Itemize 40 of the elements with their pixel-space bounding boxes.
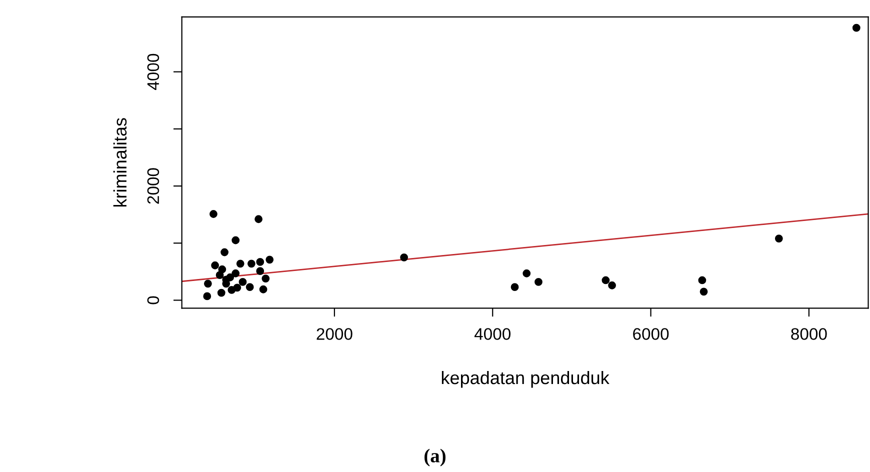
point [238, 278, 247, 286]
point [608, 281, 616, 290]
point [400, 253, 408, 262]
point [510, 283, 519, 292]
point [203, 292, 212, 300]
text: (a) [424, 448, 446, 466]
point [247, 260, 256, 268]
x-tick-label: 6000 [633, 328, 669, 340]
y-axis-title: kriminalitas [113, 118, 127, 207]
point [210, 210, 218, 218]
x-tick-label: 8000 [791, 328, 827, 340]
point [217, 288, 226, 297]
x-tick-label: 4000 [474, 328, 511, 340]
point [232, 236, 240, 244]
point [700, 288, 708, 296]
point [266, 256, 274, 264]
point [204, 280, 212, 288]
point [774, 234, 783, 242]
point [534, 278, 542, 286]
point [236, 260, 244, 268]
point [211, 261, 219, 270]
point [522, 269, 531, 278]
point [216, 271, 224, 280]
point [262, 274, 270, 282]
point [256, 258, 264, 266]
point [602, 276, 610, 284]
point [698, 276, 706, 284]
point [254, 215, 262, 224]
point [246, 283, 254, 292]
point [259, 285, 268, 294]
y-tick-label: 4000 [147, 54, 160, 90]
point [228, 286, 236, 294]
x-tick-label: 2000 [316, 328, 352, 340]
point [256, 267, 264, 276]
y-tick-label: 2000 [147, 168, 160, 204]
y-tick-label: 0 [147, 296, 160, 304]
point [232, 269, 240, 278]
x-axis-title: kepadatan penduduk [442, 370, 610, 388]
point [852, 24, 860, 32]
point [220, 248, 228, 256]
